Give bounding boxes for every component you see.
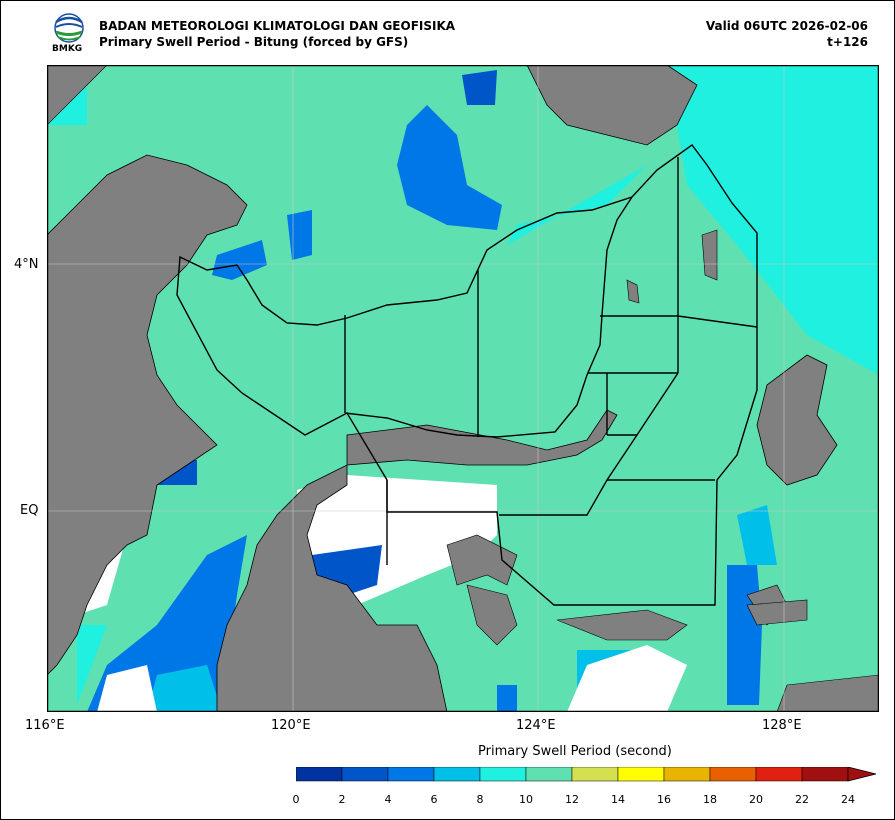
- lon-label: 116°E: [25, 718, 65, 733]
- swell-zone-darkblue: [462, 70, 497, 105]
- colorbar-tick-label: 18: [703, 793, 717, 806]
- colorbar-segment: [663, 767, 711, 782]
- land-island: [776, 674, 879, 712]
- colorbar-segment: [525, 767, 573, 782]
- land-mindanao: [526, 65, 698, 146]
- land-island: [626, 279, 640, 304]
- land-peninsula: [446, 534, 518, 586]
- valid-time: Valid 06UTC 2026-02-06: [705, 19, 868, 33]
- swell-zone-blue: [727, 565, 762, 705]
- land-island: [556, 609, 688, 641]
- colorbar-segment: [801, 767, 849, 782]
- swell-zone-blue: [397, 105, 502, 230]
- colorbar-segment: [341, 767, 389, 782]
- colorbar-tick-label: 6: [430, 793, 438, 806]
- agency-title: BADAN METEOROLOGI KLIMATOLOGI DAN GEOFIS…: [99, 19, 456, 33]
- colorbar-tick-label: 4: [384, 793, 392, 806]
- lat-label: EQ: [20, 503, 39, 518]
- logo-text: BMKG: [52, 44, 83, 54]
- colorbar-tick-label: 12: [565, 793, 579, 806]
- lead-time: t+126: [827, 35, 868, 49]
- lon-label: 120°E: [271, 718, 311, 733]
- colorbar-tick-label: 20: [749, 793, 763, 806]
- lat-label: 4°N: [14, 257, 39, 272]
- map-border: [47, 65, 879, 712]
- swell-period-map: [47, 65, 879, 712]
- colorbar-tick-label: 2: [338, 793, 346, 806]
- graticule: [47, 65, 879, 712]
- swell-zone-cyan: [667, 65, 879, 375]
- nodata-area: [97, 665, 157, 712]
- land-island: [746, 599, 808, 626]
- colorbar-segment: [571, 767, 619, 782]
- colorbar-segment: [617, 767, 665, 782]
- bmkg-logo: [54, 13, 84, 43]
- colorbar-tick-label: 22: [795, 793, 809, 806]
- land-sulawesi: [216, 409, 618, 712]
- lon-label: 128°E: [762, 718, 802, 733]
- land-island: [466, 584, 518, 646]
- colorbar-tick-label: 8: [476, 793, 484, 806]
- colorbar-tick-label: 16: [657, 793, 671, 806]
- colorbar-segment: [433, 767, 481, 782]
- colorbar-tick-label: 24: [841, 793, 855, 806]
- map-subtitle: Primary Swell Period - Bitung (forced by…: [99, 35, 409, 49]
- colorbar-title: Primary Swell Period (second): [478, 744, 672, 759]
- colorbar-segment: [755, 767, 803, 782]
- colorbar-segment: [479, 767, 527, 782]
- colorbar-extend-arrow: [847, 767, 877, 782]
- colorbar-segment: [387, 767, 435, 782]
- swell-zone-lightblue: [147, 665, 222, 712]
- land-borneo: [47, 154, 248, 676]
- nodata-area: [567, 645, 687, 712]
- lon-label: 124°E: [516, 718, 556, 733]
- swell-zone-cyan: [77, 625, 107, 705]
- swell-zone-blue: [497, 685, 517, 712]
- land-borneo-north: [47, 65, 108, 126]
- colorbar-tick-label: 10: [519, 793, 533, 806]
- marine-zone-boundaries: [176, 144, 758, 606]
- land-island: [701, 229, 718, 281]
- colorbar-tick-label: 14: [611, 793, 625, 806]
- colorbar-segment: [296, 767, 343, 782]
- swell-zone-lightblue: [737, 505, 777, 565]
- colorbar: [296, 767, 877, 782]
- swell-zone-cyan: [507, 165, 647, 245]
- swell-zone-blue: [212, 240, 267, 280]
- colorbar-segment: [709, 767, 757, 782]
- land-halmahera: [756, 354, 838, 486]
- colorbar-tick-label: 0: [292, 793, 300, 806]
